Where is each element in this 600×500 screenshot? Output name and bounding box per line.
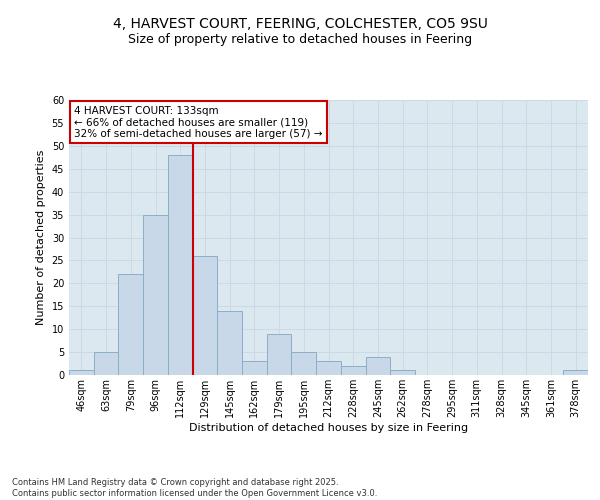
Bar [217, 311, 242, 375]
Text: 4, HARVEST COURT, FEERING, COLCHESTER, CO5 9SU: 4, HARVEST COURT, FEERING, COLCHESTER, C… [113, 18, 487, 32]
Bar [242, 361, 267, 375]
Bar [118, 274, 143, 375]
Text: 4 HARVEST COURT: 133sqm
← 66% of detached houses are smaller (119)
32% of semi-d: 4 HARVEST COURT: 133sqm ← 66% of detache… [74, 106, 323, 138]
Bar [292, 352, 316, 375]
Bar [193, 256, 217, 375]
Bar [168, 155, 193, 375]
Bar [316, 361, 341, 375]
X-axis label: Distribution of detached houses by size in Feering: Distribution of detached houses by size … [189, 422, 468, 432]
Bar [341, 366, 365, 375]
Bar [365, 356, 390, 375]
Bar [143, 214, 168, 375]
Bar [94, 352, 118, 375]
Bar [69, 370, 94, 375]
Text: Contains HM Land Registry data © Crown copyright and database right 2025.
Contai: Contains HM Land Registry data © Crown c… [12, 478, 377, 498]
Bar [563, 370, 588, 375]
Text: Size of property relative to detached houses in Feering: Size of property relative to detached ho… [128, 32, 472, 46]
Bar [267, 334, 292, 375]
Bar [390, 370, 415, 375]
Y-axis label: Number of detached properties: Number of detached properties [36, 150, 46, 325]
